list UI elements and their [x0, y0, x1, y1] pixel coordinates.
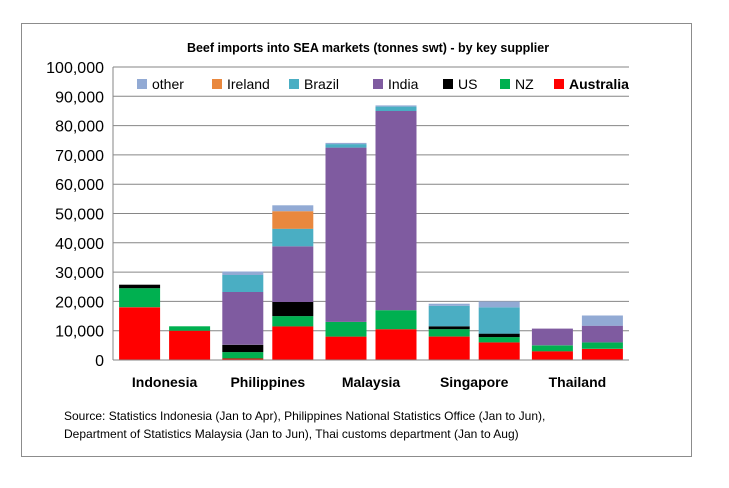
legend-label-nz: NZ [515, 76, 534, 92]
bar-segment-india [272, 246, 314, 302]
y-tick-label: 70,000 [55, 148, 104, 165]
bar-segment-nz [222, 352, 264, 359]
bar-segment-australia [478, 342, 520, 360]
bar-segment-other [478, 301, 520, 308]
y-tick-label: 0 [95, 353, 104, 370]
axes: 0 10,000 20,000 30,000 40,000 50,000 60,000 70,… [46, 60, 629, 390]
bar-segment-india [222, 292, 264, 345]
legend-label-india: India [388, 76, 419, 92]
chart-title: Beef imports into SEA markets (tonnes sw… [187, 41, 549, 55]
bar-segment-nz [375, 310, 417, 330]
bar-segment-us [478, 333, 520, 338]
bar-segment-australia [222, 358, 264, 360]
source-line-1: Source: Statistics Indonesia (Jan to Apr… [64, 409, 546, 423]
source-line-2: Department of Statistics Malaysia (Jan t… [64, 427, 519, 441]
bar-segment-other [222, 271, 264, 275]
legend-swatch-other [137, 79, 147, 89]
legend-swatch-us [443, 79, 453, 89]
legend-label-brazil: Brazil [304, 76, 339, 92]
bar-segment-india [581, 325, 623, 343]
bar-segment-nz [581, 342, 623, 349]
bar-segment-australia [428, 336, 470, 360]
y-tick-label: 20,000 [55, 294, 104, 311]
bar-segment-us [428, 326, 470, 330]
bar-segment-nz [119, 288, 161, 308]
x-tick-label: Thailand [549, 374, 607, 390]
bar-segment-us [119, 284, 161, 289]
bar-segment-other [325, 142, 367, 145]
bar-segment-brazil [375, 106, 417, 111]
bar-segment-australia [581, 348, 623, 360]
y-tick-label: 30,000 [55, 265, 104, 282]
bar-segment-other [428, 303, 470, 306]
legend-swatch-nz [500, 79, 510, 89]
bar-segment-australia [169, 330, 211, 360]
bar-segment-brazil [478, 307, 520, 334]
bar-segment-nz [531, 345, 573, 352]
y-tick-label: 50,000 [55, 207, 104, 224]
bar-segment-brazil [428, 305, 470, 327]
y-tick-label: 80,000 [55, 119, 104, 136]
chart: Beef imports into SEA markets (tonnes sw… [46, 41, 629, 390]
legend-label-australia: Australia [569, 76, 629, 92]
bar-segment-india [531, 328, 573, 346]
bar-segment-nz [325, 321, 367, 337]
y-tick-label: 10,000 [55, 324, 104, 341]
legend-label-ireland: Ireland [227, 76, 270, 92]
y-tick-label: 40,000 [55, 236, 104, 253]
bar-segment-nz [272, 316, 314, 327]
legend: other Ireland Brazil India US NZ Australia [137, 76, 629, 92]
grid-lines [113, 66, 629, 332]
bars [119, 105, 623, 360]
bar-segment-brazil [325, 144, 367, 148]
x-tick-label: Philippines [230, 374, 305, 390]
bar-segment-nz [478, 337, 520, 343]
bar-segment-australia [531, 351, 573, 360]
bar-segment-australia [325, 336, 367, 360]
y-tick-label: 100,000 [46, 60, 104, 77]
bar-segment-other [272, 205, 314, 212]
bar-segment-other [581, 315, 623, 326]
bar-segment-other [375, 105, 417, 107]
x-tick-label: Singapore [440, 374, 509, 390]
bar-segment-us [222, 344, 264, 353]
bar-segment-nz [428, 329, 470, 337]
y-tick-label: 60,000 [55, 177, 104, 194]
x-tick-label: Malaysia [342, 374, 401, 390]
bar-segment-australia [375, 329, 417, 360]
legend-label-other: other [152, 76, 184, 92]
bar-segment-brazil [272, 228, 314, 247]
bar-segment-india [325, 147, 367, 322]
bar-segment-india [375, 111, 417, 311]
y-tick-label: 90,000 [55, 89, 104, 106]
bar-segment-nz [169, 326, 211, 331]
legend-swatch-brazil [289, 79, 299, 89]
x-tick-label: Indonesia [132, 374, 198, 390]
legend-swatch-india [373, 79, 383, 89]
bar-segment-australia [119, 307, 161, 360]
bar-segment-us [272, 302, 314, 317]
legend-swatch-australia [554, 79, 564, 89]
bar-segment-ireland [272, 211, 314, 229]
bar-segment-brazil [222, 275, 264, 292]
bar-segment-australia [272, 326, 314, 360]
legend-label-us: US [458, 76, 477, 92]
legend-swatch-ireland [212, 79, 222, 89]
source-note: Source: Statistics Indonesia (Jan to Apr… [64, 407, 704, 443]
